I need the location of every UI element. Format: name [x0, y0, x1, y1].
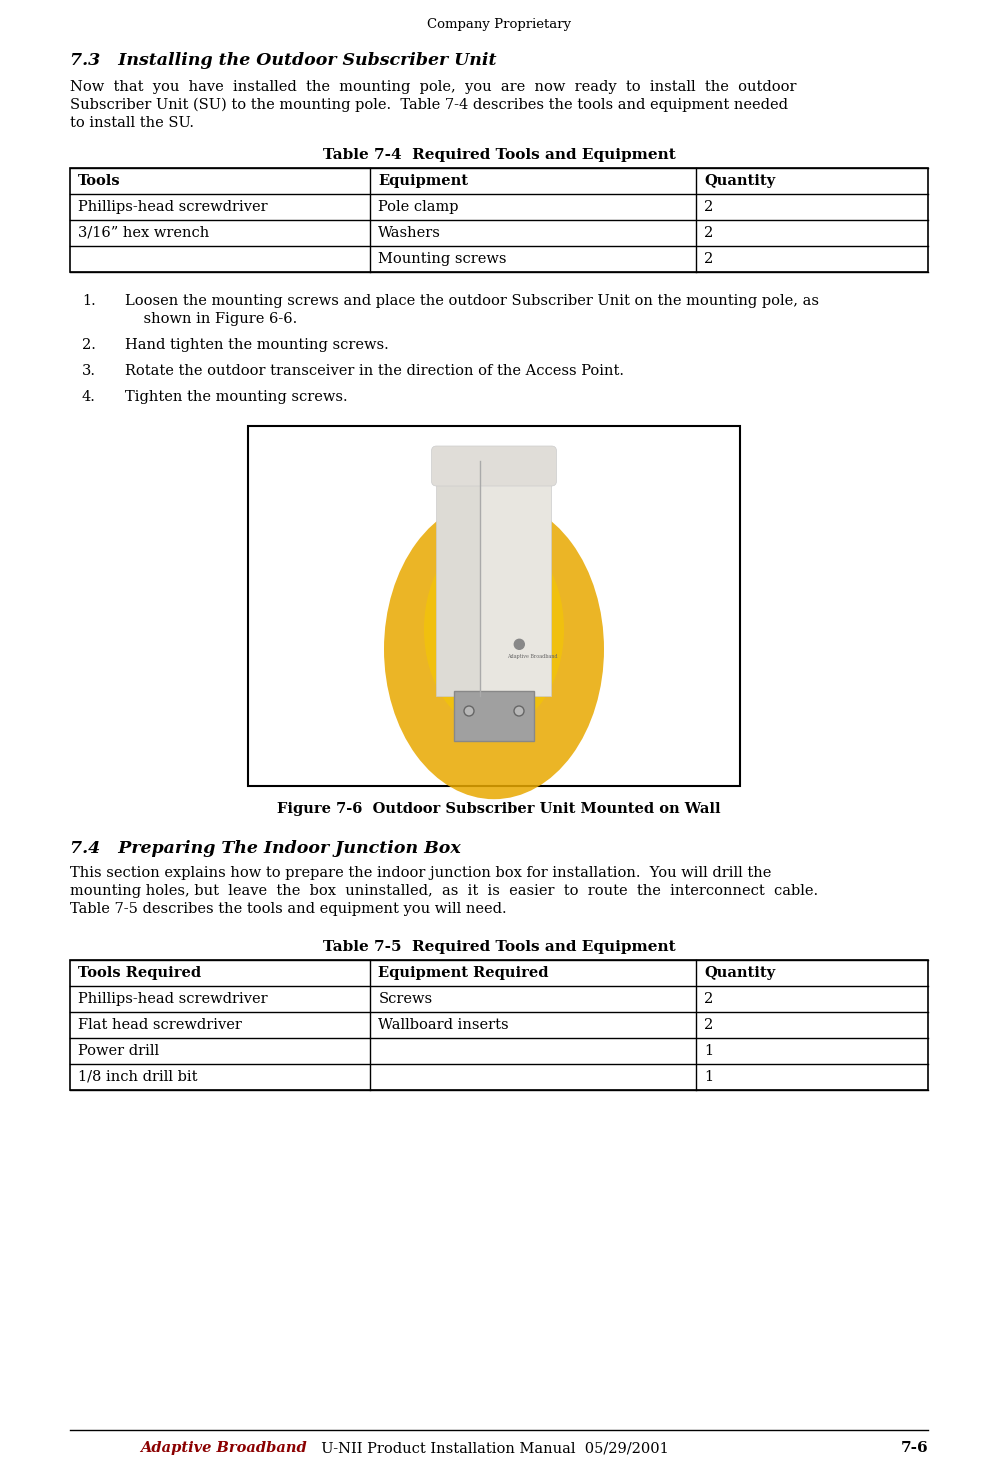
Text: 7.4   Preparing The Indoor Junction Box: 7.4 Preparing The Indoor Junction Box [70, 839, 461, 857]
Text: Phillips-head screwdriver: Phillips-head screwdriver [78, 201, 267, 214]
Text: Power drill: Power drill [78, 1045, 159, 1058]
Text: Flat head screwdriver: Flat head screwdriver [78, 1018, 242, 1031]
Text: mounting holes, but  leave  the  box  uninstalled,  as  it  is  easier  to  rout: mounting holes, but leave the box uninst… [70, 883, 818, 898]
Text: Adaptive Broadband: Adaptive Broadband [507, 655, 558, 659]
Text: 3/16” hex wrench: 3/16” hex wrench [78, 226, 210, 240]
Text: Hand tighten the mounting screws.: Hand tighten the mounting screws. [125, 338, 389, 352]
Text: Table 7-4  Required Tools and Equipment: Table 7-4 Required Tools and Equipment [322, 148, 676, 163]
Text: This section explains how to prepare the indoor junction box for installation.  : This section explains how to prepare the… [70, 866, 771, 880]
Bar [70, 168, 928, 272]
Text: 7-6: 7-6 [900, 1442, 928, 1455]
Ellipse shape [384, 500, 604, 800]
Text: Tools: Tools [78, 174, 121, 188]
Text: 1: 1 [705, 1069, 714, 1084]
Text: 4.: 4. [82, 390, 96, 404]
Bar [248, 426, 740, 787]
Text: Quantity: Quantity [705, 174, 775, 188]
Bar [454, 691, 534, 741]
Text: Figure 7-6  Outdoor Subscriber Unit Mounted on Wall: Figure 7-6 Outdoor Subscriber Unit Mount… [277, 801, 721, 816]
Text: Company Proprietary: Company Proprietary [427, 18, 571, 31]
Bar [480, 461, 552, 696]
Text: Mounting screws: Mounting screws [378, 252, 507, 267]
Text: to install the SU.: to install the SU. [70, 116, 194, 130]
Text: Rotate the outdoor transceiver in the direction of the Access Point.: Rotate the outdoor transceiver in the di… [125, 363, 624, 378]
Bar [436, 461, 480, 696]
Text: Tighten the mounting screws.: Tighten the mounting screws. [125, 390, 347, 404]
Bar [70, 960, 928, 1090]
Ellipse shape [424, 529, 564, 730]
Text: Pole clamp: Pole clamp [378, 201, 459, 214]
Text: U-NII Product Installation Manual  05/29/2001: U-NII Product Installation Manual 05/29/… [312, 1442, 669, 1455]
Text: 2: 2 [705, 252, 714, 267]
Circle shape [514, 639, 524, 649]
Text: 2: 2 [705, 226, 714, 240]
Text: Table 7-5  Required Tools and Equipment: Table 7-5 Required Tools and Equipment [322, 941, 676, 954]
Text: Washers: Washers [378, 226, 441, 240]
Text: shown in Figure 6-6.: shown in Figure 6-6. [125, 312, 297, 327]
Text: Table 7-5 describes the tools and equipment you will need.: Table 7-5 describes the tools and equipm… [70, 902, 507, 916]
Text: 2: 2 [705, 992, 714, 1006]
Text: Equipment: Equipment [378, 174, 468, 188]
Circle shape [514, 706, 524, 716]
Text: 3.: 3. [82, 363, 96, 378]
FancyBboxPatch shape [431, 445, 557, 486]
Text: Screws: Screws [378, 992, 432, 1006]
Text: Loosen the mounting screws and place the outdoor Subscriber Unit on the mounting: Loosen the mounting screws and place the… [125, 294, 819, 308]
Text: Phillips-head screwdriver: Phillips-head screwdriver [78, 992, 267, 1006]
Text: 2.: 2. [82, 338, 96, 352]
Text: 2: 2 [705, 201, 714, 214]
Text: 1.: 1. [82, 294, 96, 308]
Text: Adaptive Broadband: Adaptive Broadband [140, 1442, 306, 1455]
Text: 1/8 inch drill bit: 1/8 inch drill bit [78, 1069, 198, 1084]
Text: Subscriber Unit (SU) to the mounting pole.  Table 7-4 describes the tools and eq: Subscriber Unit (SU) to the mounting pol… [70, 98, 788, 113]
Text: Tools Required: Tools Required [78, 965, 202, 980]
Text: Now  that  you  have  installed  the  mounting  pole,  you  are  now  ready  to : Now that you have installed the mounting… [70, 81, 796, 94]
Circle shape [464, 706, 474, 716]
Text: 2: 2 [705, 1018, 714, 1031]
Text: Wallboard inserts: Wallboard inserts [378, 1018, 509, 1031]
Text: Equipment Required: Equipment Required [378, 965, 549, 980]
Text: Quantity: Quantity [705, 965, 775, 980]
Text: 7.3   Installing the Outdoor Subscriber Unit: 7.3 Installing the Outdoor Subscriber Un… [70, 51, 496, 69]
Text: 1: 1 [705, 1045, 714, 1058]
